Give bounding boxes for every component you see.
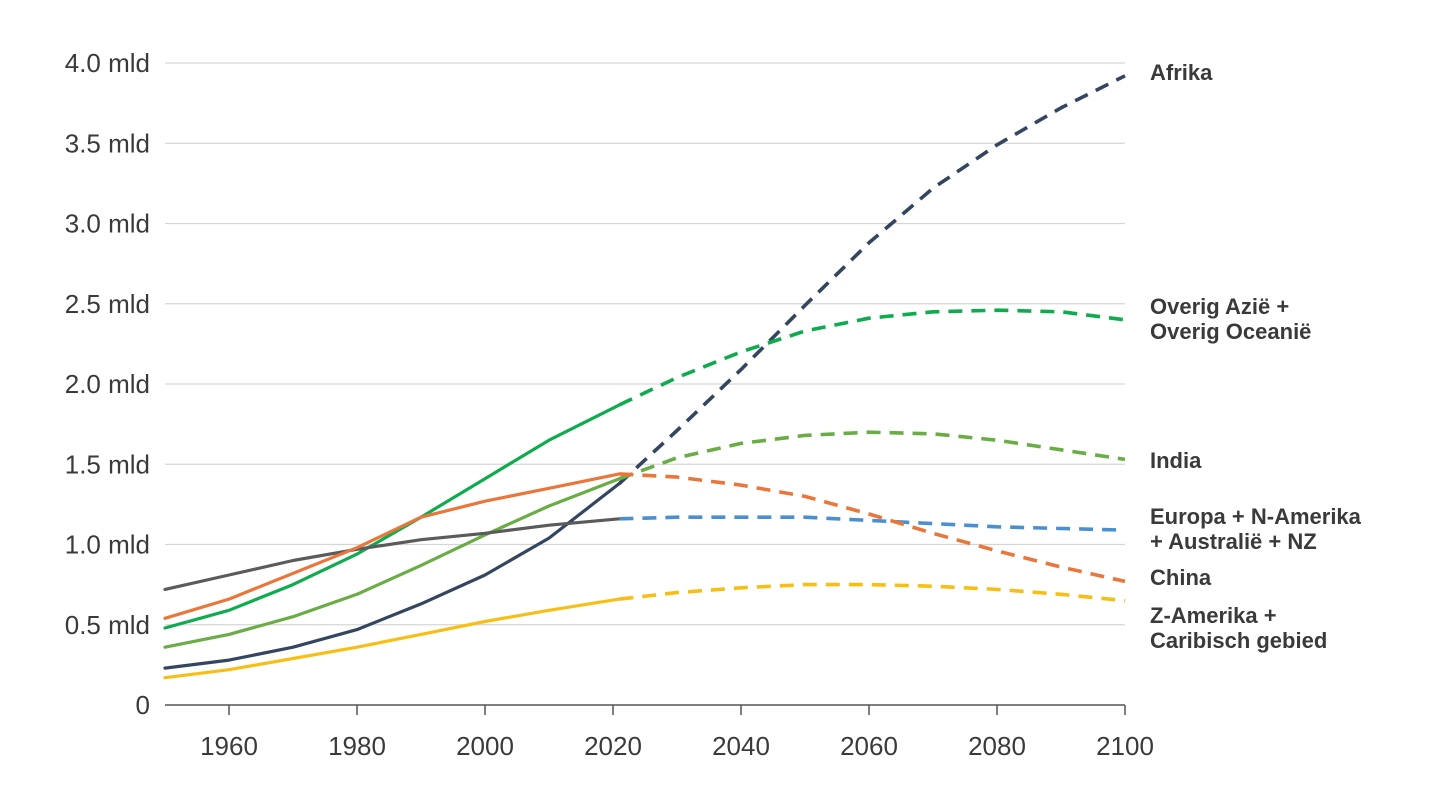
series-label-overig-azie: Overig Azië + Overig Oceanië [1150, 294, 1311, 344]
y-tick-label: 0 [136, 690, 150, 720]
x-tick-label: 1980 [328, 731, 386, 761]
series-label-line: Europa + N-Amerika [1150, 504, 1362, 529]
series-label-z-amerika: Z-Amerika + Caribisch gebied [1150, 603, 1327, 653]
series-labels: Afrika Overig Azië + Overig Oceanië India Eu… [1150, 60, 1362, 653]
x-tick-label: 2040 [712, 731, 770, 761]
series-label-line: China [1150, 565, 1212, 590]
series-label-afrika: Afrika [1150, 60, 1213, 85]
y-tick-label: 3.5 mld [65, 128, 150, 158]
series-label-europa: Europa + N-Amerika + Australië + NZ [1150, 504, 1362, 554]
series-label-line: + Australië + NZ [1150, 529, 1317, 554]
x-tick-label: 2100 [1096, 731, 1154, 761]
series-label-india: India [1150, 448, 1202, 473]
series-line-india-projection [618, 430, 1126, 481]
series-label-line: India [1150, 448, 1202, 473]
x-tick-label: 2060 [840, 731, 898, 761]
series-label-line: Afrika [1150, 60, 1213, 85]
y-tick-label: 4.0 mld [65, 48, 150, 78]
y-tick-label: 3.0 mld [65, 209, 150, 239]
y-tick-label: 2.0 mld [65, 369, 150, 399]
series-line-afrika-historical [163, 481, 621, 670]
series-line-z-amerika-historical [163, 597, 621, 680]
y-tick-label: 0.5 mld [65, 610, 150, 640]
series-label-line: Overig Azië + [1150, 294, 1289, 319]
series-label-line: Z-Amerika + [1150, 603, 1277, 628]
y-axis-tick-labels: 0 0.5 mld 1.0 mld 1.5 mld 2.0 mld 2.5 mld 3.0 … [65, 48, 150, 720]
series-label-line: Caribisch gebied [1150, 628, 1327, 653]
series-line-overig-azie-historical [163, 403, 621, 630]
series-line-z-amerika-projection [619, 582, 1126, 603]
x-tick-label: 2000 [456, 731, 514, 761]
series-label-china: China [1150, 565, 1212, 590]
series-lines [163, 74, 1126, 680]
series-line-china-projection [619, 472, 1126, 584]
x-axis: 1960 1980 2000 2020 2040 2060 2080 2100 [165, 704, 1154, 761]
y-tick-label: 1.5 mld [65, 449, 150, 479]
series-line-europa-projection [619, 515, 1126, 532]
series-line-overig-azie-projection [618, 308, 1126, 407]
series-line-afrika-projection [618, 74, 1126, 485]
x-tick-label: 2020 [584, 731, 642, 761]
y-tick-label: 2.5 mld [65, 289, 150, 319]
x-tick-label: 2080 [968, 731, 1026, 761]
series-line-india-historical [163, 477, 621, 649]
y-tick-label: 1.0 mld [65, 530, 150, 560]
series-line-europa-historical [163, 517, 621, 591]
series-line-china-historical [163, 472, 621, 620]
x-tick-label: 1960 [200, 731, 258, 761]
grid-lines [165, 62, 1125, 626]
series-label-line: Overig Oceanië [1150, 319, 1311, 344]
